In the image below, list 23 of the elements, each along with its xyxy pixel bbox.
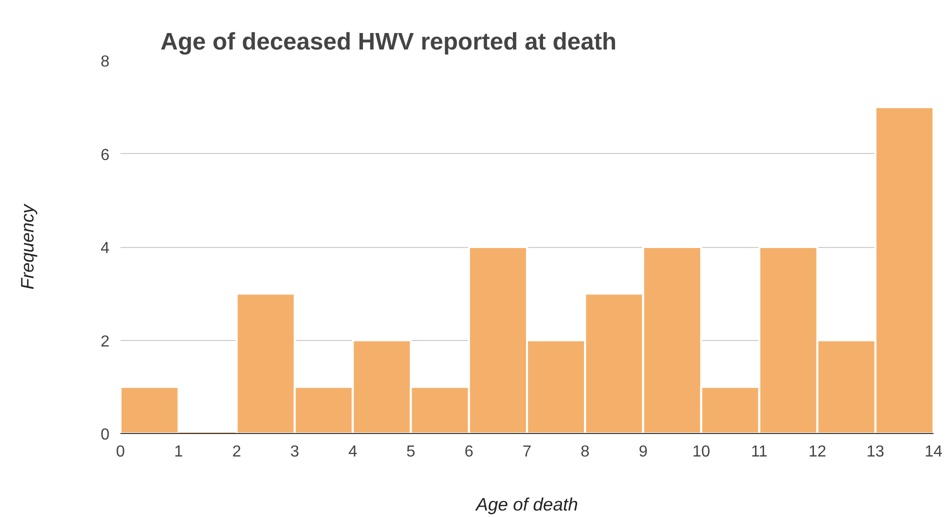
x-tick-label: 10 (692, 444, 710, 460)
x-tick-label: 4 (348, 444, 358, 460)
x-tick-label: 8 (580, 444, 590, 460)
y-axis-title: Frequency (18, 203, 38, 290)
x-tick-label: 5 (406, 444, 416, 460)
y-tick-label: 6 (100, 146, 110, 164)
x-tick-label: 13 (866, 444, 884, 460)
x-tick-label: 1 (174, 444, 184, 460)
y-tick-label: 8 (100, 54, 110, 70)
x-tick-label: 3 (290, 444, 300, 460)
x-tick-label: 14 (924, 444, 942, 460)
y-tick-label: 4 (100, 240, 110, 257)
x-tick-label: 9 (638, 444, 648, 460)
x-axis-title: Age of death (474, 494, 578, 514)
y-tick-label: 2 (100, 333, 110, 350)
x-tick-label: 7 (522, 444, 532, 460)
x-tick-label: 2 (232, 444, 242, 460)
x-tick-label: 11 (750, 444, 768, 460)
y-tick-label: 0 (100, 426, 110, 444)
x-tick-label: 12 (808, 444, 826, 460)
x-tick-label: 6 (464, 444, 474, 460)
chart-title: Age of deceased HWV reported at death (160, 28, 617, 56)
x-tick-label: 0 (116, 444, 126, 460)
